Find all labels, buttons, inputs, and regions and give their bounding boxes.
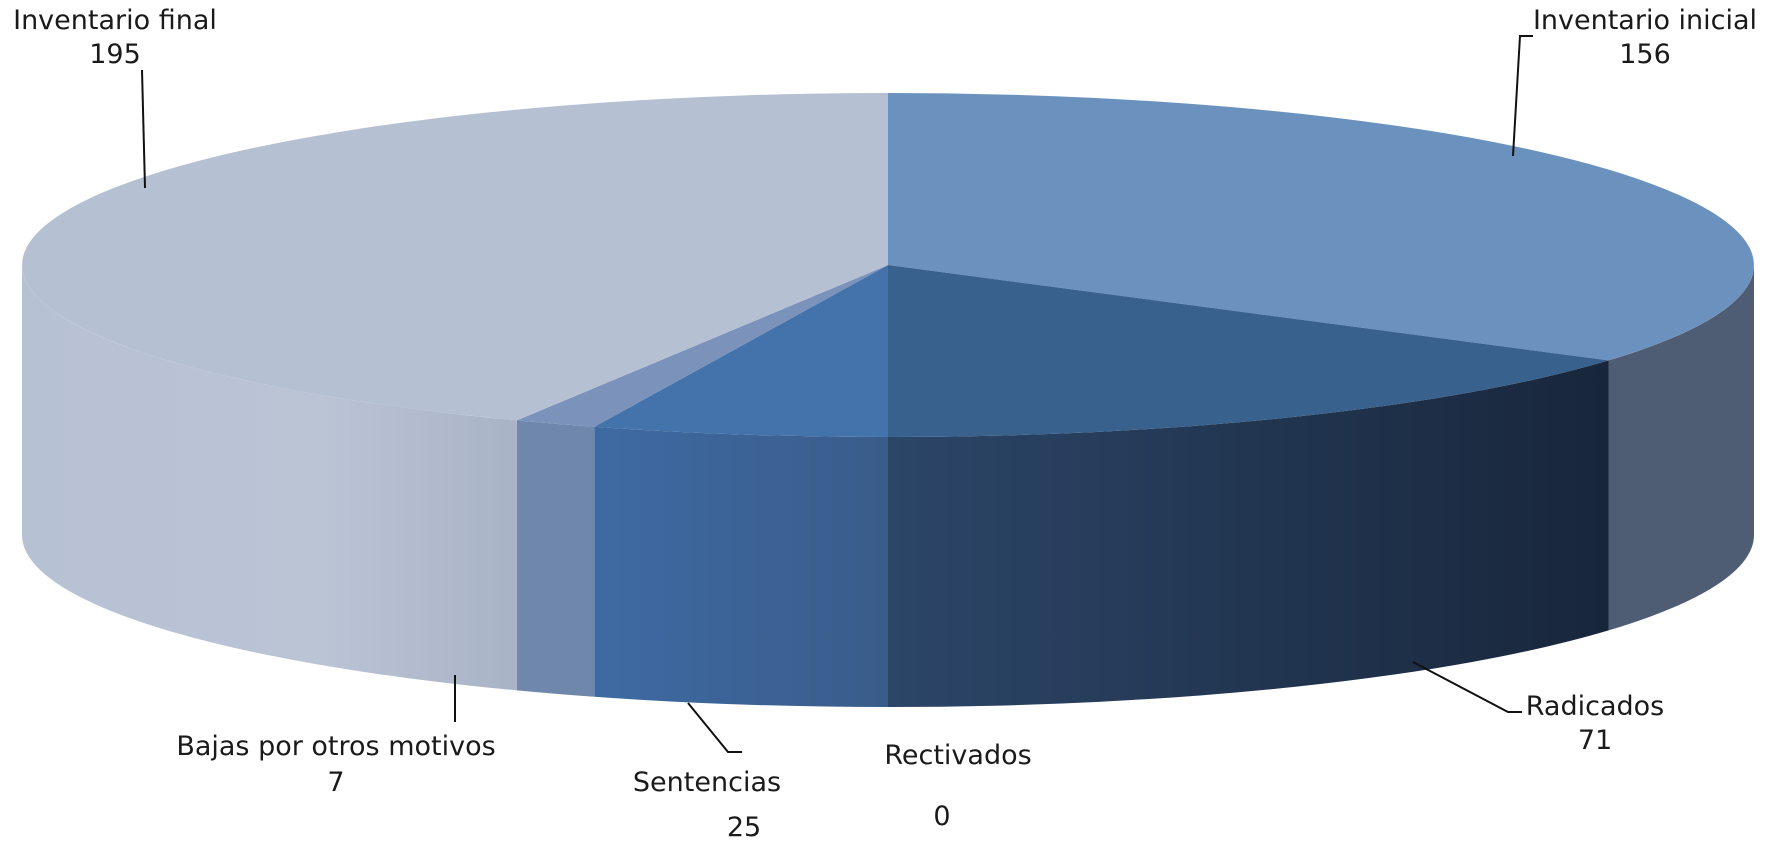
label-sentencias-value: 25 <box>727 812 761 842</box>
label-rectivados-value: 0 <box>933 801 950 832</box>
pie-tops <box>22 93 1754 437</box>
slice-radicados <box>888 265 1609 437</box>
slice-sentencias <box>594 265 888 437</box>
label-rectivados-name: Rectivados <box>884 740 1031 771</box>
label-leaders <box>141 35 1533 753</box>
side-bajas-por-otros-motivos <box>516 420 595 697</box>
label-sentencias-name: Sentencias <box>633 767 781 798</box>
side-inventario-final <box>22 265 517 691</box>
pie-sides <box>22 265 1754 707</box>
label-inventario-inicial-name: Inventario inicial <box>1533 5 1757 36</box>
side-radicados <box>888 360 1609 707</box>
label-inventario-inicial-value: 156 <box>1619 39 1671 70</box>
leader-radicados <box>1412 661 1522 713</box>
label-radicados-value: 71 <box>1578 725 1612 756</box>
slice-bajas-por-otros-motivos <box>516 265 888 427</box>
slice-inventario-inicial <box>888 93 1754 361</box>
label-radicados-name: Radicados <box>1526 691 1664 722</box>
label-bajas-name: Bajas por otros motivos <box>176 731 495 762</box>
label-inventario-final-value: 195 <box>89 39 141 70</box>
label-bajas-value: 7 <box>327 767 344 798</box>
leader-inventario-inicial <box>1512 35 1533 157</box>
leader-sentencias <box>687 702 742 753</box>
side-inventario-inicial <box>1608 265 1754 631</box>
slice-inventario-final <box>22 93 889 421</box>
leader-inventario-final <box>141 69 146 189</box>
label-inventario-final-name: Inventario final <box>13 5 217 36</box>
side-sentencias <box>594 426 888 707</box>
data-labels: Inventario final 195 Inventario inicial … <box>13 5 1757 842</box>
